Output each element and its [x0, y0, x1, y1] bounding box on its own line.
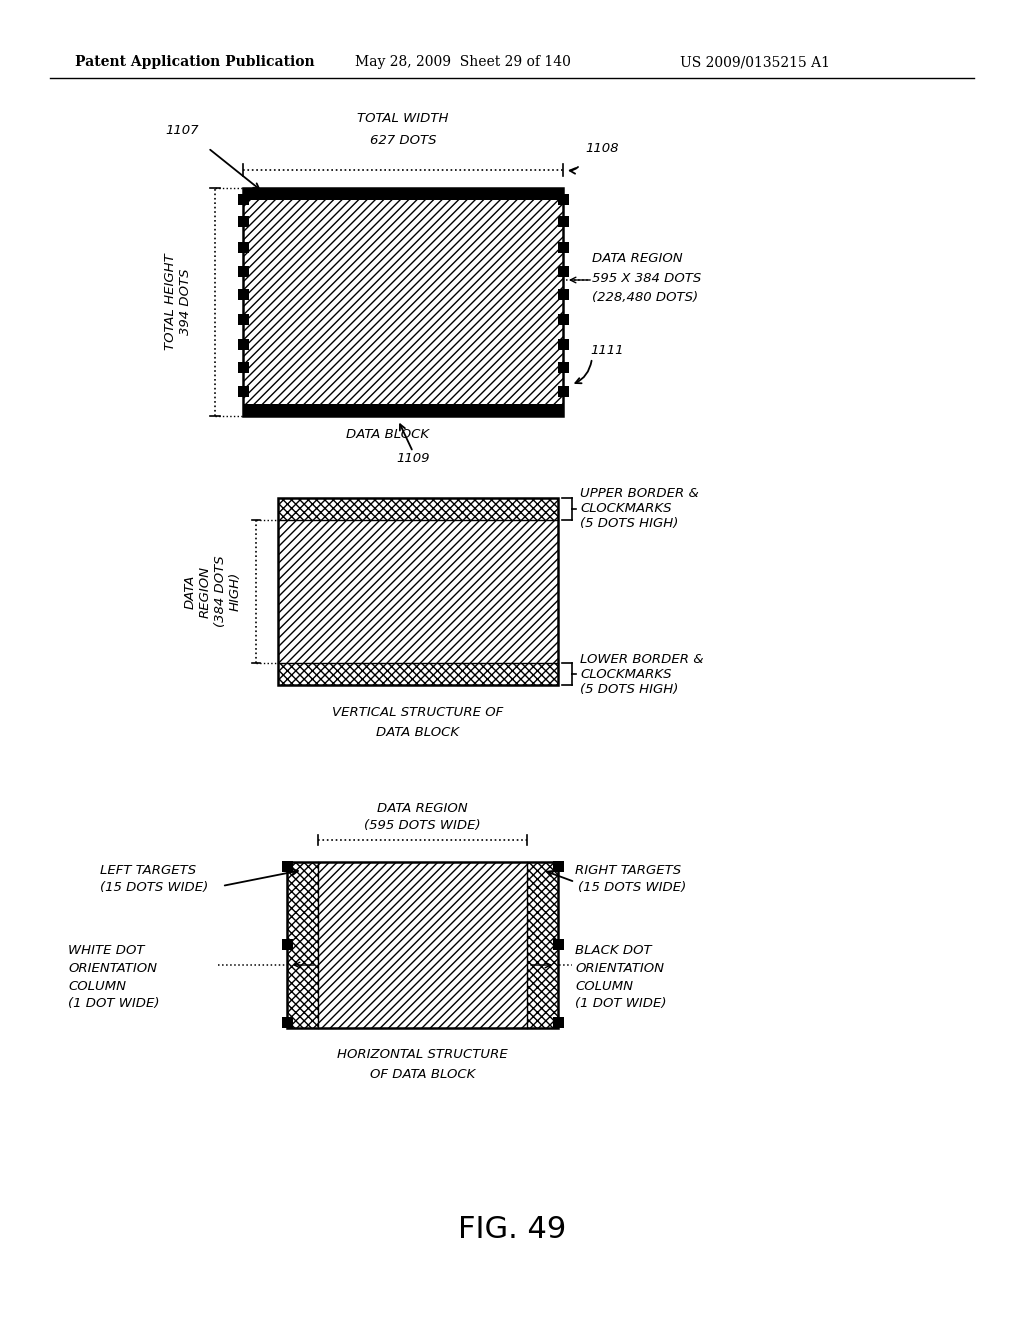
Bar: [278, 664, 558, 685]
Bar: [318, 862, 526, 1028]
Text: ORIENTATION: ORIENTATION: [68, 961, 157, 974]
Text: TOTAL HEIGHT
394 DOTS: TOTAL HEIGHT 394 DOTS: [164, 253, 193, 350]
Bar: [243, 187, 563, 201]
Text: May 28, 2009  Sheet 29 of 140: May 28, 2009 Sheet 29 of 140: [355, 55, 570, 69]
Text: DATA REGION: DATA REGION: [377, 801, 468, 814]
Text: ORIENTATION: ORIENTATION: [575, 961, 664, 974]
Bar: [287, 862, 318, 1028]
Text: HORIZONTAL STRUCTURE: HORIZONTAL STRUCTURE: [337, 1048, 508, 1061]
Bar: [278, 498, 558, 520]
Text: (1 DOT WIDE): (1 DOT WIDE): [575, 998, 667, 1011]
Text: DATA
REGION
(384 DOTS
HIGH): DATA REGION (384 DOTS HIGH): [184, 556, 242, 627]
Bar: [238, 314, 249, 325]
Text: (595 DOTS WIDE): (595 DOTS WIDE): [365, 820, 481, 833]
Bar: [238, 194, 249, 205]
Text: TOTAL WIDTH: TOTAL WIDTH: [357, 111, 449, 124]
Text: 595 X 384 DOTS: 595 X 384 DOTS: [592, 272, 701, 285]
Bar: [558, 385, 569, 397]
Text: WHITE DOT: WHITE DOT: [68, 944, 144, 957]
Bar: [238, 385, 249, 397]
Bar: [238, 362, 249, 374]
Bar: [243, 404, 563, 416]
Bar: [553, 939, 564, 950]
Text: 1107: 1107: [165, 124, 199, 136]
Text: Patent Application Publication: Patent Application Publication: [75, 55, 314, 69]
Text: UPPER BORDER &
CLOCKMARKS
(5 DOTS HIGH): UPPER BORDER & CLOCKMARKS (5 DOTS HIGH): [580, 487, 698, 531]
Text: (228,480 DOTS): (228,480 DOTS): [592, 292, 698, 305]
Bar: [238, 216, 249, 227]
Text: LOWER BORDER &
CLOCKMARKS
(5 DOTS HIGH): LOWER BORDER & CLOCKMARKS (5 DOTS HIGH): [580, 653, 703, 696]
Text: RIGHT TARGETS: RIGHT TARGETS: [575, 863, 681, 876]
Text: LEFT TARGETS: LEFT TARGETS: [100, 863, 197, 876]
Bar: [238, 242, 249, 253]
Text: COLUMN: COLUMN: [575, 979, 633, 993]
Bar: [287, 862, 558, 1028]
Bar: [278, 498, 558, 685]
Bar: [553, 861, 564, 873]
Text: 1109: 1109: [396, 451, 430, 465]
Bar: [282, 939, 293, 950]
Text: BLACK DOT: BLACK DOT: [575, 944, 651, 957]
Bar: [553, 1016, 564, 1028]
Bar: [243, 187, 563, 416]
Bar: [558, 314, 569, 325]
Text: DATA BLOCK: DATA BLOCK: [346, 429, 429, 441]
Text: DATA REGION: DATA REGION: [592, 252, 683, 264]
Text: OF DATA BLOCK: OF DATA BLOCK: [370, 1068, 475, 1081]
Bar: [526, 862, 558, 1028]
Bar: [558, 242, 569, 253]
Text: (1 DOT WIDE): (1 DOT WIDE): [68, 998, 160, 1011]
Bar: [558, 362, 569, 374]
Bar: [282, 1016, 293, 1028]
Text: 627 DOTS: 627 DOTS: [370, 133, 436, 147]
Bar: [238, 267, 249, 277]
Bar: [558, 216, 569, 227]
Text: (15 DOTS WIDE): (15 DOTS WIDE): [578, 882, 686, 895]
Bar: [558, 339, 569, 350]
Bar: [243, 187, 563, 416]
Text: 1108: 1108: [585, 141, 618, 154]
Text: VERTICAL STRUCTURE OF: VERTICAL STRUCTURE OF: [333, 705, 504, 718]
Text: COLUMN: COLUMN: [68, 979, 126, 993]
Bar: [558, 194, 569, 205]
Bar: [558, 289, 569, 300]
Text: 1111: 1111: [590, 343, 624, 356]
Text: (15 DOTS WIDE): (15 DOTS WIDE): [100, 882, 208, 895]
Bar: [238, 339, 249, 350]
Bar: [238, 289, 249, 300]
Text: FIG. 49: FIG. 49: [458, 1216, 566, 1245]
Bar: [278, 520, 558, 664]
Text: US 2009/0135215 A1: US 2009/0135215 A1: [680, 55, 830, 69]
Bar: [558, 267, 569, 277]
Bar: [282, 861, 293, 873]
Text: DATA BLOCK: DATA BLOCK: [377, 726, 460, 738]
